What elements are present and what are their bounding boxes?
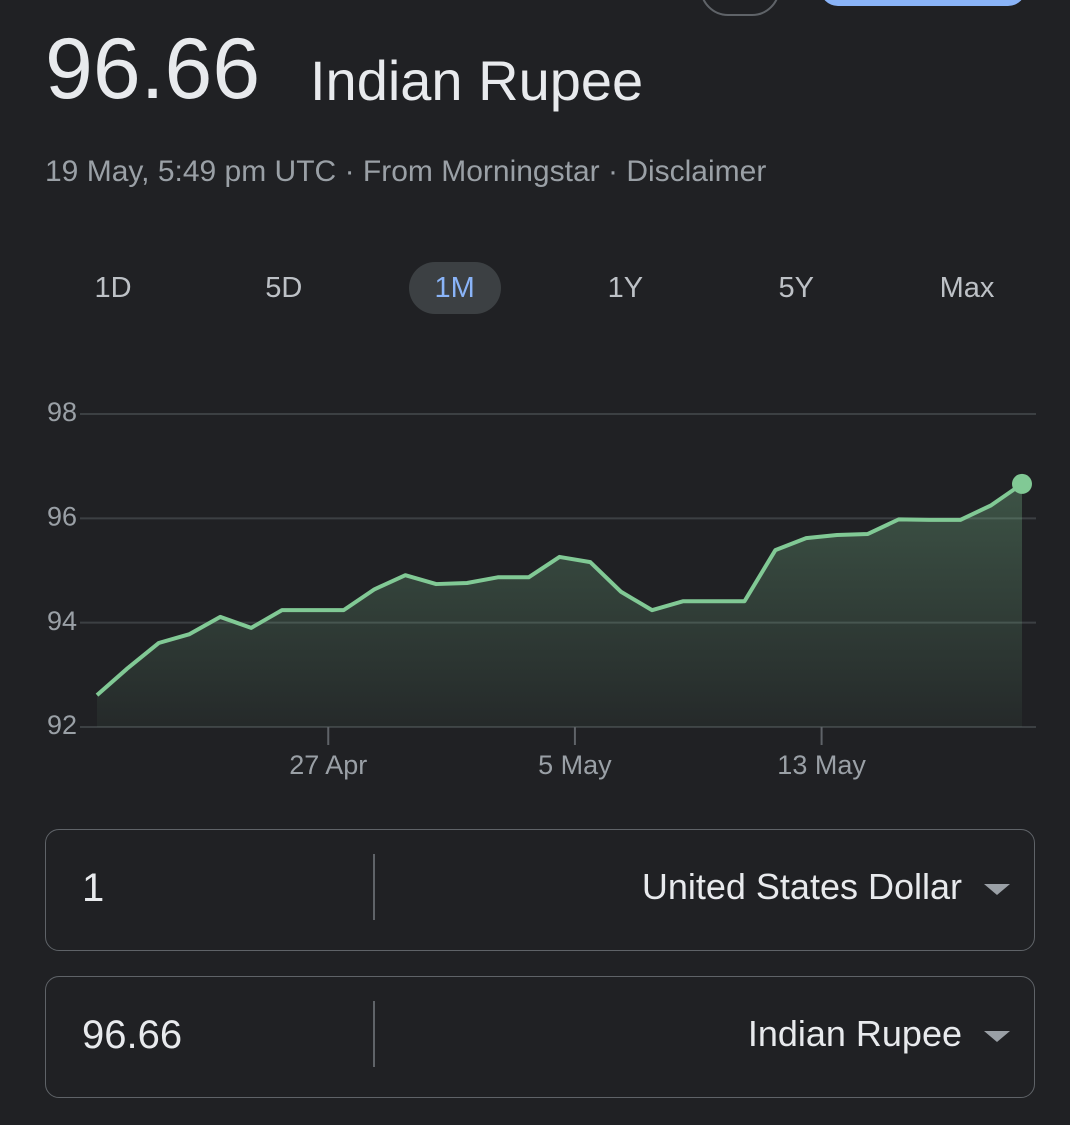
line — [95, 482, 1024, 697]
amount-input[interactable]: 96.66 — [82, 1013, 183, 1057]
amount-input[interactable]: 1 — [82, 866, 105, 910]
last-point — [1012, 473, 1032, 494]
x-tick-label: 5 May — [538, 750, 612, 780]
divider — [373, 1001, 375, 1067]
divider — [373, 854, 375, 920]
separator: · — [607, 155, 618, 188]
range-tab[interactable]: 1M — [408, 262, 501, 314]
timestamp: 19 May, 5:49 pm UTC — [45, 155, 337, 188]
range-tab[interactable]: 1Y — [607, 272, 644, 304]
rate-unit: Indian Rupee — [310, 49, 644, 112]
x-tick-label: 13 May — [777, 750, 866, 780]
dropdown-caret[interactable] — [984, 1031, 1010, 1042]
converter-row: 1 United States Dollar — [45, 829, 1035, 951]
y-tick-label: 96 — [47, 501, 77, 531]
currency-select[interactable]: Indian Rupee — [747, 1013, 962, 1054]
disclaimer[interactable]: Disclaimer — [626, 155, 767, 188]
range-tab[interactable]: 5Y — [778, 272, 814, 304]
rate-value: 96.66 — [45, 21, 261, 117]
currency-select[interactable]: United States Dollar — [641, 866, 962, 907]
y-tick-label: 98 — [47, 397, 77, 427]
range-tab[interactable]: 1D — [94, 272, 132, 304]
source[interactable]: From Morningstar — [362, 155, 600, 188]
chart: 92 94 96 98 27 Apr 5 May 13 May — [47, 397, 1036, 780]
y-tick-label: 92 — [47, 710, 77, 740]
meta: 19 May, 5:49 pm UTC · From Morningstar ·… — [45, 155, 766, 189]
converter-row: 96.66 Indian Rupee — [45, 976, 1035, 1098]
y-tick-label: 94 — [47, 606, 77, 636]
button[interactable] — [820, 0, 1026, 6]
separator: · — [344, 155, 355, 188]
button[interactable] — [700, 0, 780, 16]
x-tick-label: 27 Apr — [289, 750, 367, 780]
dropdown-caret[interactable] — [984, 884, 1010, 895]
range-tab[interactable]: 5D — [265, 272, 303, 304]
area — [97, 483, 1022, 727]
range-tab[interactable]: Max — [939, 272, 995, 304]
